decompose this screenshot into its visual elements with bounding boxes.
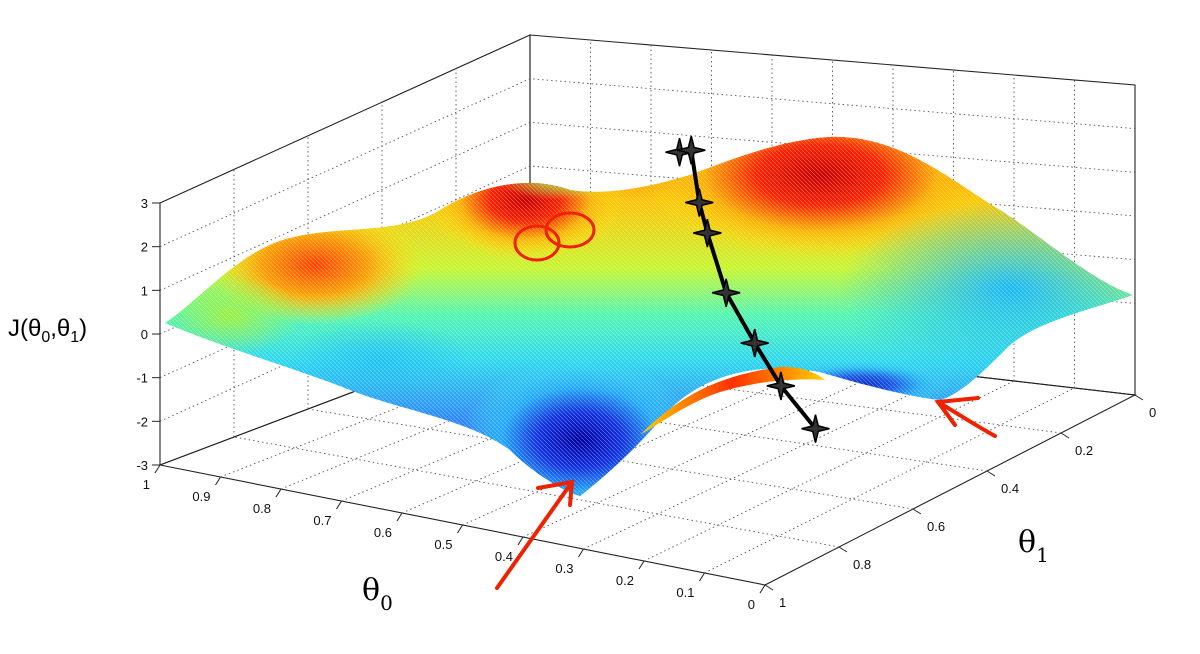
descent-step-marker [740,328,769,358]
theta0-tick-mark [578,548,584,558]
theta0-tick-label: 0.9 [192,489,210,504]
theta0-tick-mark [517,536,524,546]
theta0-tick-mark [275,488,282,498]
z-gridline [159,78,1136,248]
theta0-tick-mark [215,476,221,486]
theta0-tick-mark [396,512,403,522]
theta1-tick-label: 0.4 [1001,481,1019,496]
theta1-tick-mark [912,508,922,515]
theta1-tick-label: 1 [779,595,786,610]
z-tick-label: -3 [136,458,148,473]
floor-gridline [583,373,954,550]
theta1-tick-label: 0.6 [927,519,945,534]
theta0-tick-label: 0.2 [616,573,634,588]
descent-step-marker [685,188,714,217]
theta1-tick-label: 0.2 [1075,443,1093,458]
start-point-circle-2 [544,211,596,249]
gradient-descent-path [513,136,830,443]
z-tick-label: -2 [136,414,148,429]
theta1-tick-mark [986,470,996,477]
floor-gridline [704,387,1075,574]
cost-surface [165,136,1133,497]
minimum-arrow-1 [495,479,575,590]
front-ridge [640,366,825,435]
theta0-tick-mark [699,572,705,582]
floor-gridline [522,366,894,538]
start-point-circle-1 [513,224,561,262]
theta1-tick-mark [838,546,848,553]
z-axis-label: J(θ0,θ1) [8,315,87,346]
z-tick-label: -1 [136,371,148,386]
theta0-tick-label: 0.8 [253,501,271,516]
theta1-tick-mark [764,584,774,591]
theta0-tick-label: 0.5 [434,537,452,552]
theta0-tick-label: 0.4 [495,549,513,564]
theta0-axis-label: θ0 [362,573,393,615]
theta0-tick-label: 0.3 [555,561,573,576]
z-tick-label: 3 [141,196,148,211]
theta1-tick-mark [1060,432,1070,439]
floor-gridline [233,436,840,548]
start-point-marker [677,136,706,165]
descent-step-marker [693,218,722,248]
theta0-tick-label: 0 [748,597,755,612]
theta0-tick-mark [759,584,766,594]
theta1-tick-label: 0.8 [853,557,871,572]
theta1-tick-label: 0 [1149,405,1156,420]
theta0-tick-mark [154,464,161,474]
z-tick-label: 0 [141,327,148,342]
theta1-tick-mark [1134,394,1144,401]
descent-step-marker [801,414,830,443]
theta0-tick-label: 0.1 [676,585,694,600]
theta1-axis-label: θ1 [1018,525,1049,567]
z-gridline [159,121,1136,291]
theta0-tick-label: 0.7 [313,513,331,528]
floor-gridline [643,380,1015,562]
theta0-tick-label: 0.6 [374,525,392,540]
theta0-tick-mark [638,560,645,570]
descent-step-marker [711,278,741,307]
theta0-tick-label: 1 [143,477,150,492]
descent-step-marker [766,371,796,401]
z-tick-label: 1 [141,283,148,298]
z-tick-label: 2 [141,240,148,255]
theta0-tick-mark [336,500,342,510]
theta0-tick-mark [457,524,463,534]
minimum-arrow-2 [934,396,997,438]
